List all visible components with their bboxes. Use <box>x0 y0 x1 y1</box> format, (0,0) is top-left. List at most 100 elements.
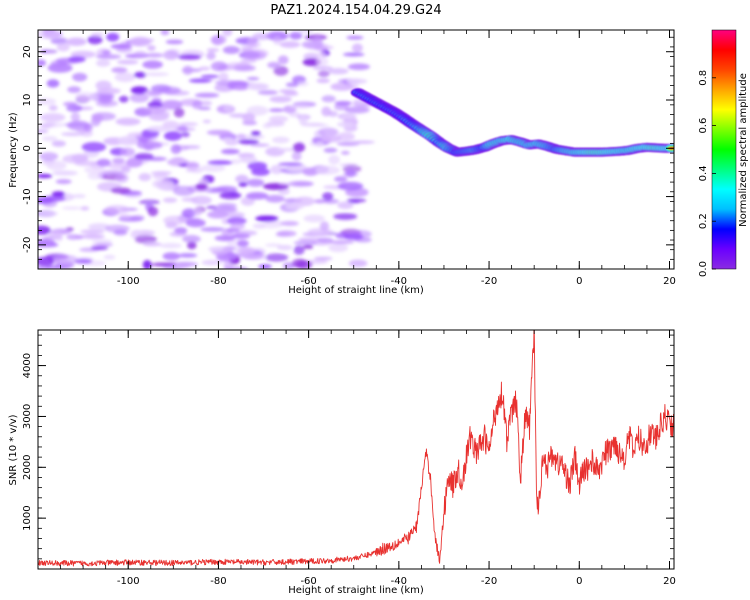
noise-blob <box>74 235 84 240</box>
noise-blob <box>245 192 269 200</box>
noise-blob <box>344 106 370 114</box>
noise-blob <box>238 139 260 145</box>
x-tick-label: 0 <box>576 576 582 587</box>
noise-blob <box>121 166 131 174</box>
spectrogram-x-label: Height of straight line (km) <box>288 285 424 296</box>
noise-blob <box>181 208 197 218</box>
noise-blob <box>302 244 314 249</box>
noise-blob <box>206 210 229 219</box>
noise-blob <box>277 162 303 167</box>
noise-blob <box>242 112 256 123</box>
noise-blob <box>202 119 212 124</box>
noise-blob <box>126 157 143 168</box>
noise-blob <box>62 206 82 210</box>
noise-blob <box>130 214 145 221</box>
noise-blob <box>342 52 365 57</box>
noise-blob <box>328 243 349 253</box>
snr-panel: -100 -80 -60 -40 -20 0 20 1000 2000 3000 4000 Hei… <box>8 329 676 596</box>
noise-blob <box>192 100 202 110</box>
noise-blob <box>243 50 267 61</box>
noise-blob <box>206 129 232 136</box>
noise-blob <box>346 35 364 40</box>
noise-blob <box>330 82 354 91</box>
x-tick-label: -40 <box>391 576 407 587</box>
noise-blob <box>145 52 164 58</box>
noise-blob <box>235 230 258 236</box>
noise-blob <box>240 196 255 206</box>
noise-blob <box>200 74 219 79</box>
noise-blob <box>67 86 81 94</box>
noise-blob <box>272 36 282 45</box>
noise-blob <box>106 32 120 42</box>
x-tick-label: 20 <box>663 276 676 287</box>
noise-blob <box>285 82 299 88</box>
noise-blob <box>103 254 116 260</box>
noise-blob <box>68 56 86 63</box>
noise-blob <box>161 100 183 110</box>
noise-blob <box>96 158 111 167</box>
noise-blob <box>235 174 249 184</box>
noise-blob <box>218 72 229 82</box>
noise-blob <box>337 201 354 210</box>
noise-blob <box>70 112 81 122</box>
noise-blob <box>193 207 202 217</box>
colorbar-tick-label: 0.0 <box>698 261 709 277</box>
spectrogram-ridge <box>350 88 674 157</box>
noise-blob <box>118 95 129 103</box>
noise-blob <box>348 259 368 268</box>
noise-blob <box>266 31 289 41</box>
noise-blob <box>252 32 271 41</box>
noise-blob <box>333 213 358 220</box>
noise-blob <box>142 260 152 269</box>
noise-blob <box>335 232 350 239</box>
spectrogram-y-label: Frequency (Hz) <box>8 112 19 188</box>
noise-blob <box>291 258 308 268</box>
noise-blob <box>119 147 136 157</box>
noise-blob <box>206 48 220 52</box>
noise-blob <box>190 195 212 205</box>
noise-blob <box>292 142 306 153</box>
noise-blob <box>214 235 235 242</box>
colorbar-ticks: 0.0 0.2 0.4 0.6 0.8 <box>698 70 716 277</box>
noise-blob <box>147 45 156 51</box>
noise-blob <box>56 42 70 52</box>
x-tick-label: 20 <box>663 576 676 587</box>
noise-blob <box>178 122 198 126</box>
noise-blob <box>38 238 56 246</box>
noise-blob <box>319 221 330 232</box>
noise-blob <box>270 164 284 175</box>
noise-blob <box>147 91 161 96</box>
y-tick-label: 20 <box>22 45 33 58</box>
noise-blob <box>134 235 157 244</box>
noise-blob <box>47 50 56 54</box>
noise-blob <box>347 63 371 71</box>
noise-blob <box>207 160 233 165</box>
noise-blob <box>48 104 58 111</box>
noise-blob <box>87 172 103 180</box>
noise-blob <box>222 46 241 55</box>
noise-blob <box>186 161 200 171</box>
noise-blob <box>143 242 162 247</box>
noise-blob <box>81 142 107 153</box>
colorbar-frame <box>711 29 737 270</box>
noise-blob <box>163 49 179 60</box>
noise-blob <box>143 72 170 77</box>
noise-blob <box>272 136 290 144</box>
snr-background <box>38 330 674 569</box>
y-tick-label: 2000 <box>22 455 33 480</box>
noise-blob <box>80 234 105 239</box>
noise-blob <box>238 182 248 187</box>
noise-blob <box>322 192 334 201</box>
noise-blob <box>144 106 167 114</box>
noise-blob <box>222 30 233 37</box>
noise-blob <box>118 214 133 219</box>
noise-blob <box>278 182 296 186</box>
noise-blob <box>230 159 242 165</box>
noise-blob <box>181 197 199 202</box>
noise-blob <box>72 72 88 82</box>
colorbar-tick-label: 0.8 <box>698 70 709 86</box>
noise-blob <box>111 67 128 74</box>
noise-blob <box>314 45 328 52</box>
